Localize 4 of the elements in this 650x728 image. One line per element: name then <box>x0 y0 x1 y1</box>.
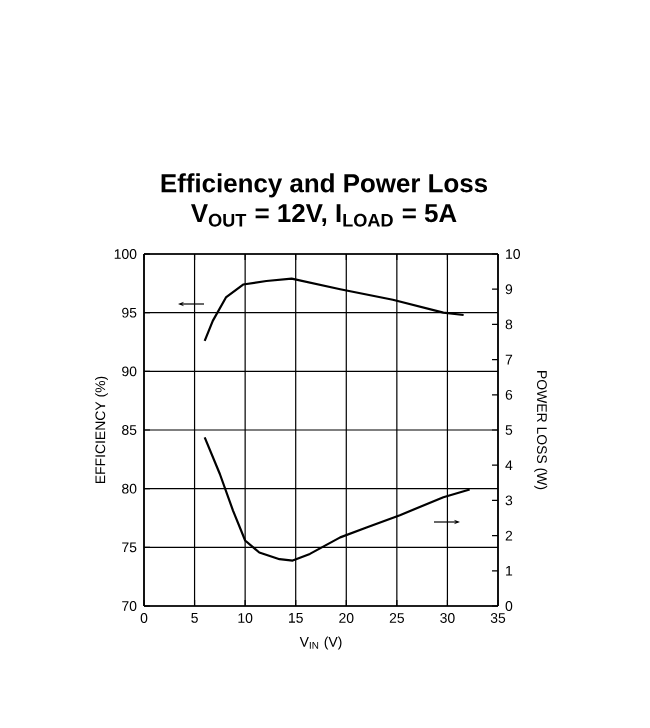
chart-title: Efficiency and Power Loss <box>161 173 488 198</box>
line-series <box>203 277 465 342</box>
chart-subtitle: V$_{OUT}$ = 12V, I$_{LOAD}$ = 5A <box>191 203 457 227</box>
line-series <box>203 436 471 562</box>
